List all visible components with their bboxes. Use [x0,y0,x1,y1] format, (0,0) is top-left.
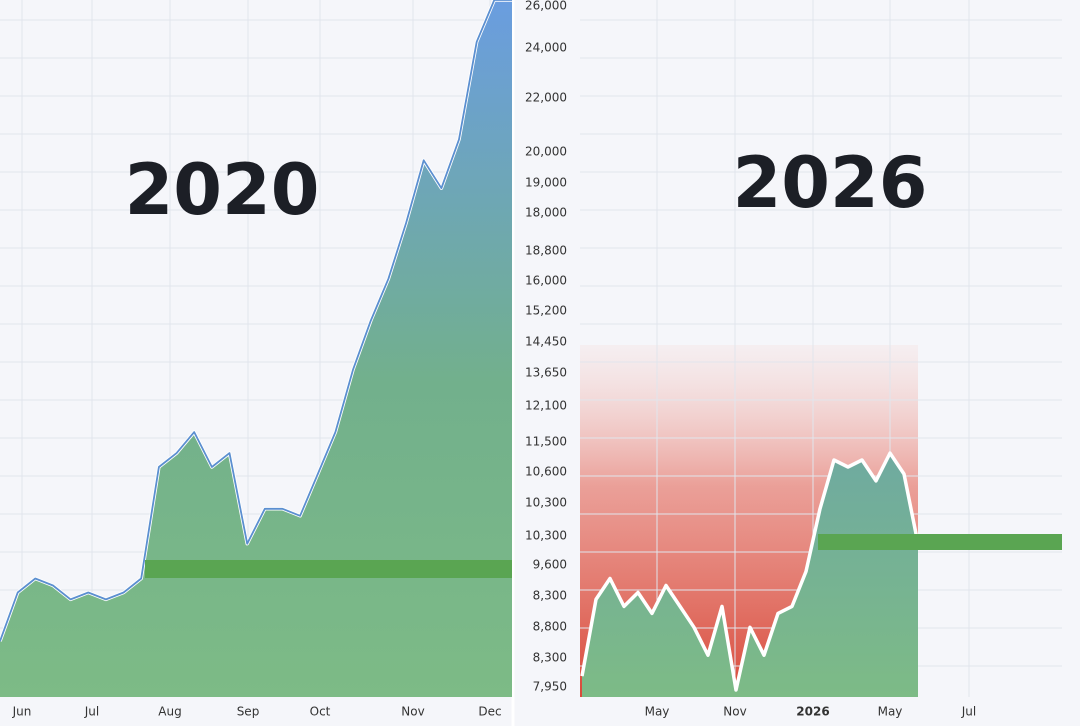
y-tick-label: 8,300 [533,589,567,603]
y-tick-label: 10,300 [525,496,567,510]
x-tick-label: 2026 [796,705,829,719]
area [0,0,512,697]
y-tick-label: 13,650 [525,366,567,380]
x-tick-label: May [878,705,903,719]
x-tick-label: Sep [237,705,260,719]
line [0,0,512,642]
area [582,453,918,697]
chart-title: 2026 [733,142,928,224]
y-tick-label: 11,500 [525,435,567,449]
y-tick-label: 18,000 [525,206,567,220]
x-tick-label: Jul [961,705,976,719]
y-tick-label: 16,000 [525,274,567,288]
y-tick-label: 7,950 [533,680,567,694]
y-tick-label: 18,800 [525,244,567,258]
line [581,452,919,691]
y-tick-label: 8,800 [533,620,567,634]
y-tick-label: 9,600 [533,558,567,572]
y-tick-label: 15,200 [525,304,567,318]
x-tick-label: Aug [158,705,181,719]
y-tick-label: 19,000 [525,176,567,190]
level-band [818,534,1062,550]
x-tick-label: Nov [401,705,424,719]
y-tick-label: 24,000 [525,41,567,55]
y-tick-label: 10,600 [525,465,567,479]
level-band [145,560,512,578]
y-tick-label: 26,000 [525,0,567,13]
x-tick-label: Oct [310,705,331,719]
y-tick-label: 10,300 [525,529,567,543]
y-tick-label: 14,450 [525,335,567,349]
y-tick-label: 20,000 [525,145,567,159]
x-tick-label: Jul [84,705,99,719]
plots: Jun Jul Aug Sep Oct Nov Dec May Nov 2026 May Jul 26,… [0,0,1062,719]
x-tick-label: Jun [12,705,32,719]
y-tick-label: 12,100 [525,399,567,413]
y-tick-label: 22,000 [525,91,567,105]
x-tick-label: Dec [478,705,501,719]
chart-title: 2020 [125,149,320,231]
y-tick-label: 8,300 [533,651,567,665]
x-tick-label: May [645,705,670,719]
x-tick-label: Nov [723,705,746,719]
